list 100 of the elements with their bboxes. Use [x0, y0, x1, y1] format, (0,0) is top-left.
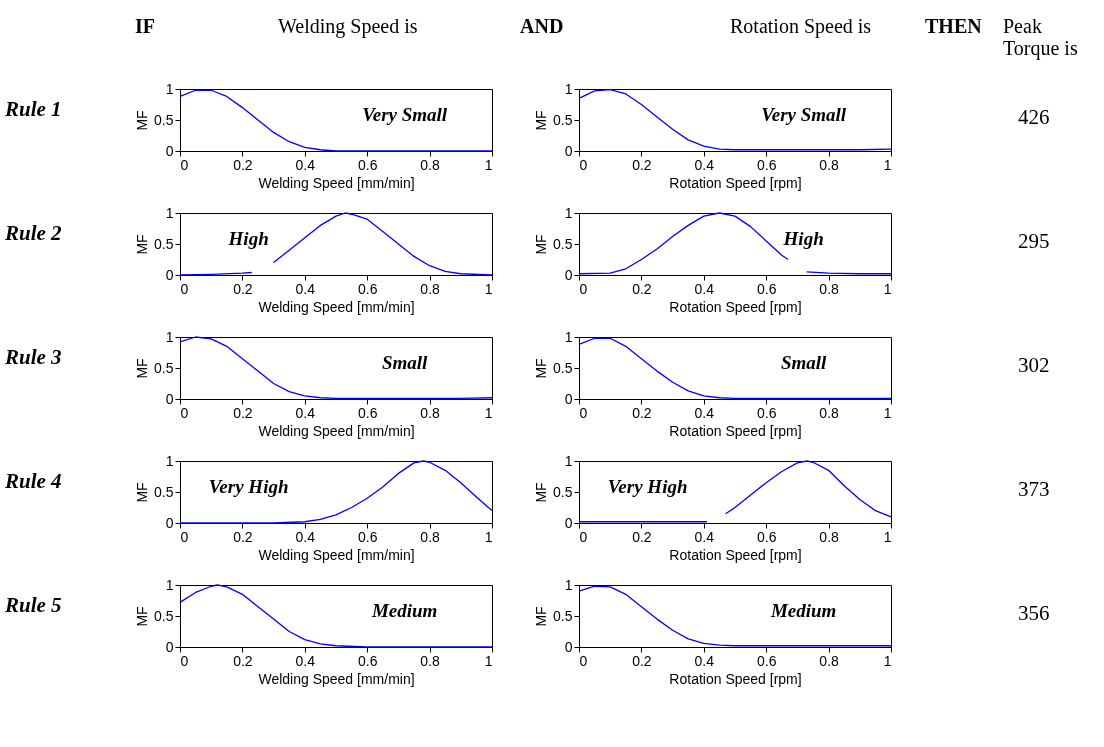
x-tick-label: 0.6: [756, 528, 777, 545]
y-tick-label: 1: [564, 80, 573, 97]
y-tick-label: 0.5: [154, 359, 174, 376]
x-tick-label: 0.4: [295, 280, 316, 297]
x-tick-label: 0.6: [756, 280, 777, 297]
x-tick-label: 0.8: [819, 652, 840, 669]
x-tick-label: 0.8: [819, 404, 840, 421]
x-tick-label: 0.2: [233, 528, 253, 545]
annotation: Very High: [208, 476, 289, 498]
x-tick-label: 0.4: [295, 652, 316, 669]
y-tick-label: 0.5: [553, 607, 573, 624]
text: 426: [1018, 105, 1050, 129]
x-tick-label: 0: [579, 528, 588, 545]
x-tick-label: 0.8: [420, 528, 441, 545]
x-tick-label: 0: [180, 280, 189, 297]
x-axis-title: Rotation Speed [rpm]: [669, 422, 802, 439]
x-tick-label: 1: [883, 404, 892, 421]
x-tick-label: 0.2: [632, 404, 652, 421]
x-tick-label: 0.8: [420, 404, 441, 421]
x-tick-label: 0.2: [233, 404, 253, 421]
y-tick-label: 0: [165, 390, 174, 407]
y-tick-label: 1: [564, 452, 573, 469]
y-axis-title: MF: [134, 358, 151, 379]
x-axis-title: Rotation Speed [rpm]: [669, 670, 802, 687]
annotation: Medium: [370, 600, 438, 622]
x-tick-label: 1: [883, 156, 892, 173]
x-tick-label: 0.2: [233, 156, 253, 173]
x-tick-label: 0: [180, 528, 189, 545]
text: 373: [1018, 477, 1050, 501]
x-tick-label: 0.4: [694, 528, 715, 545]
annotation: Very High: [607, 476, 688, 498]
x-tick-label: 0.6: [357, 280, 378, 297]
x-tick-label: 0.8: [420, 652, 441, 669]
x-tick-label: 0.4: [694, 404, 715, 421]
x-tick-label: 1: [883, 528, 892, 545]
x-axis-title: Welding Speed [mm/min]: [258, 298, 415, 315]
y-tick-label: 1: [165, 204, 174, 221]
text: 295: [1018, 229, 1050, 253]
y-tick-label: 0: [165, 514, 174, 531]
x-tick-label: 0.8: [819, 528, 840, 545]
text: Rule 5: [4, 593, 62, 617]
annotation: Very Small: [761, 104, 847, 126]
y-tick-label: 0: [564, 638, 573, 655]
x-tick-label: 0.6: [756, 652, 777, 669]
x-axis-title: Welding Speed [mm/min]: [258, 422, 415, 439]
text: Rule 3: [4, 345, 62, 369]
x-axis-title: Rotation Speed [rpm]: [669, 174, 802, 191]
x-tick-label: 0.4: [295, 156, 316, 173]
x-tick-label: 0: [579, 280, 588, 297]
y-axis-title: MF: [533, 358, 550, 379]
y-axis-title: MF: [533, 110, 550, 131]
text: Rule 2: [4, 221, 63, 245]
x-tick-label: 0.2: [632, 280, 652, 297]
annotation: High: [227, 228, 269, 250]
y-axis-title: MF: [533, 482, 550, 503]
x-tick-label: 0.2: [632, 156, 652, 173]
y-axis-title: MF: [134, 110, 151, 131]
annotation: Small: [780, 352, 828, 374]
text: Rotation Speed is: [730, 15, 872, 38]
x-tick-label: 0: [579, 652, 588, 669]
y-tick-label: 0.5: [553, 359, 573, 376]
x-tick-label: 0: [180, 404, 189, 421]
x-tick-label: 1: [484, 652, 493, 669]
x-tick-label: 0.6: [357, 652, 378, 669]
text: THEN: [925, 15, 983, 37]
x-tick-label: 0.2: [632, 652, 652, 669]
x-tick-label: 0.6: [756, 404, 777, 421]
x-axis-title: Welding Speed [mm/min]: [258, 174, 415, 191]
text: 302: [1018, 353, 1050, 377]
text: 356: [1018, 601, 1050, 625]
x-axis-title: Rotation Speed [rpm]: [669, 298, 802, 315]
y-tick-label: 0: [564, 266, 573, 283]
y-axis-title: MF: [134, 606, 151, 627]
x-tick-label: 0: [180, 652, 189, 669]
y-tick-label: 1: [564, 204, 573, 221]
text: IF: [135, 15, 155, 37]
annotation: Medium: [769, 600, 837, 622]
y-tick-label: 0.5: [154, 111, 174, 128]
y-axis-title: MF: [134, 234, 151, 255]
x-tick-label: 0.8: [420, 280, 441, 297]
x-tick-label: 0.2: [233, 280, 253, 297]
y-tick-label: 1: [165, 80, 174, 97]
x-tick-label: 0.6: [357, 528, 378, 545]
y-tick-label: 0.5: [553, 235, 573, 252]
y-tick-label: 0: [165, 142, 174, 159]
y-tick-label: 1: [165, 576, 174, 593]
y-tick-label: 1: [564, 576, 573, 593]
x-tick-label: 0.2: [632, 528, 652, 545]
x-tick-label: 0.6: [357, 404, 378, 421]
y-tick-label: 0.5: [553, 483, 573, 500]
x-tick-label: 0.4: [295, 528, 316, 545]
x-tick-label: 0.4: [694, 652, 715, 669]
y-tick-label: 0.5: [154, 235, 174, 252]
annotation: High: [782, 228, 824, 250]
x-tick-label: 1: [883, 280, 892, 297]
y-axis-title: MF: [533, 234, 550, 255]
x-tick-label: 0.4: [295, 404, 316, 421]
y-tick-label: 0: [564, 514, 573, 531]
x-tick-label: 0.2: [233, 652, 253, 669]
x-tick-label: 1: [883, 652, 892, 669]
